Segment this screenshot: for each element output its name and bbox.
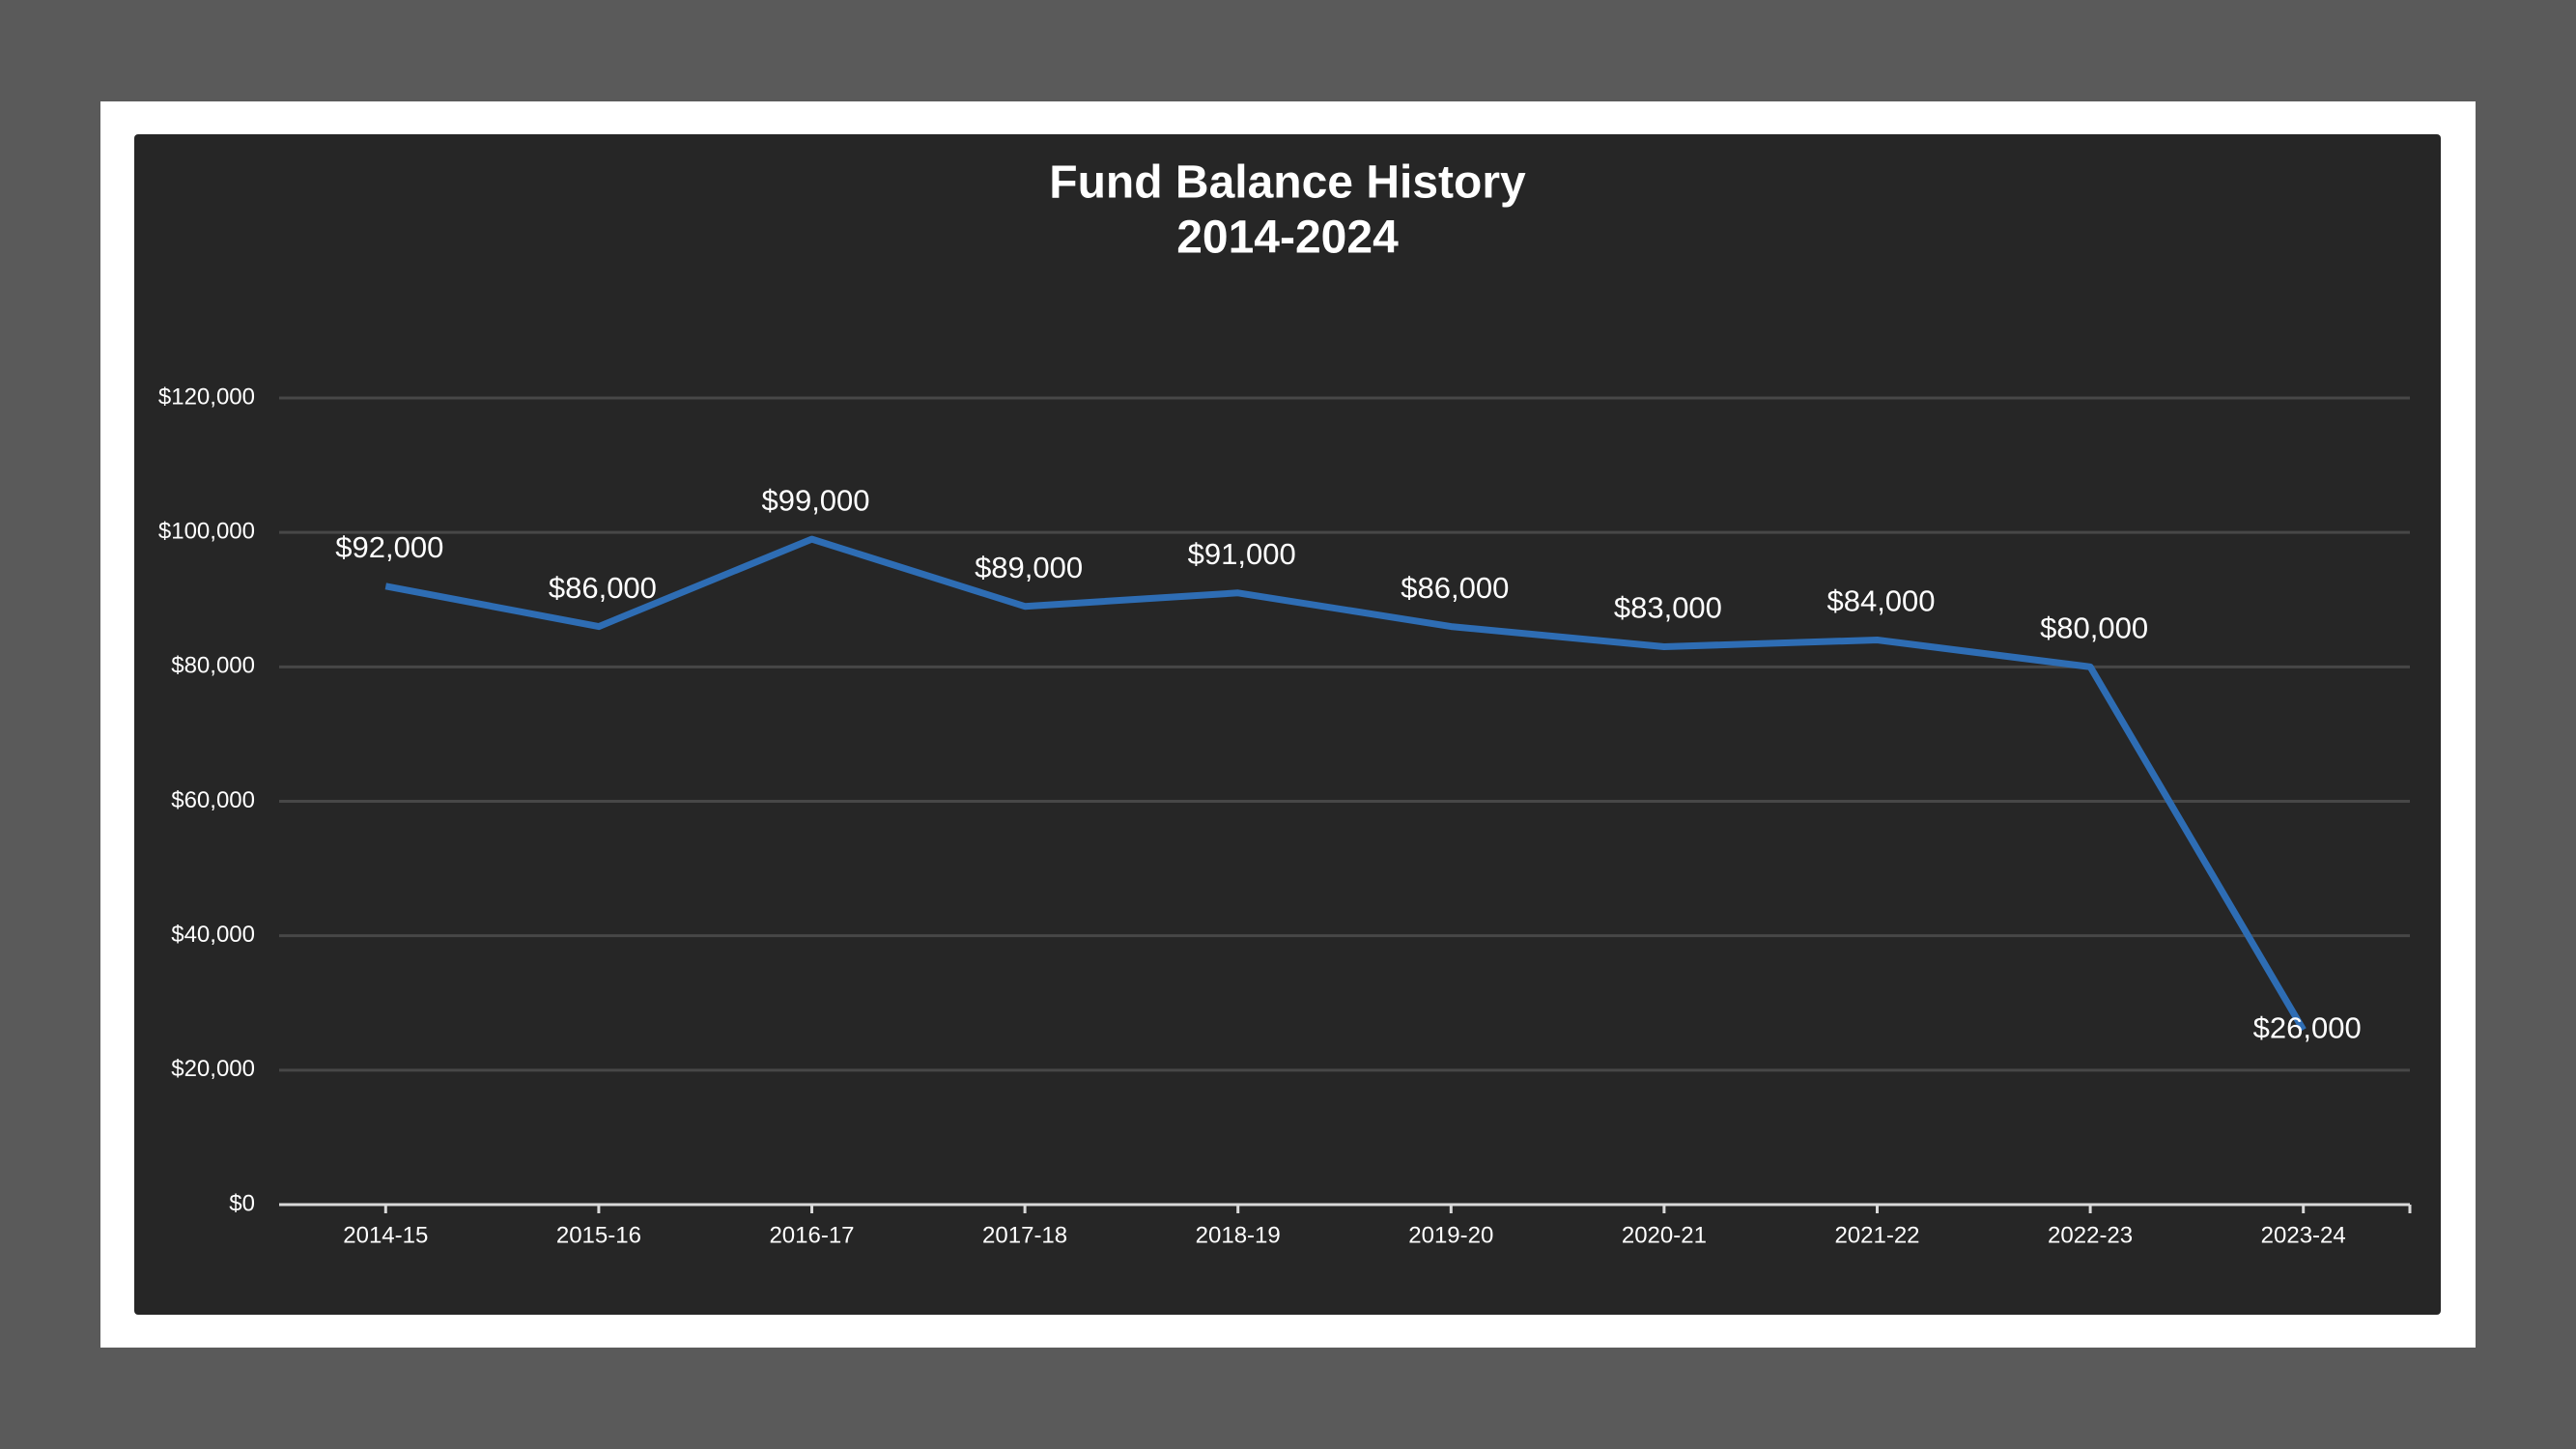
data-label: $99,000 [761, 483, 869, 517]
data-label: $92,000 [335, 530, 443, 564]
x-tick-label: 2021-22 [1834, 1222, 1919, 1248]
chart-title: Fund Balance History [1049, 157, 1526, 209]
data-label: $89,000 [975, 551, 1083, 584]
y-tick-label: $0 [229, 1190, 255, 1216]
data-label: $86,000 [549, 571, 657, 605]
data-label: $86,000 [1401, 571, 1509, 605]
x-tick-label: 2022-23 [2048, 1222, 2133, 1248]
plot-background [134, 134, 2441, 1315]
data-label: $84,000 [1826, 584, 1935, 618]
y-tick-label: $60,000 [171, 787, 255, 813]
y-tick-label: $80,000 [171, 653, 255, 679]
y-tick-label: $40,000 [171, 922, 255, 948]
x-tick-label: 2018-19 [1196, 1222, 1281, 1248]
data-label: $26,000 [2253, 1010, 2362, 1044]
data-label: $91,000 [1188, 537, 1296, 571]
chart-subtitle: 2014-2024 [1176, 213, 1399, 264]
x-tick-label: 2019-20 [1408, 1222, 1493, 1248]
x-tick-label: 2020-21 [1622, 1222, 1707, 1248]
x-tick-label: 2015-16 [556, 1222, 641, 1248]
x-tick-label: 2014-15 [343, 1222, 428, 1248]
series-line [384, 535, 2307, 1032]
x-tick-label: 2023-24 [2261, 1222, 2346, 1248]
y-tick-label: $20,000 [171, 1056, 255, 1082]
y-tick-label: $100,000 [158, 519, 255, 545]
data-label: $80,000 [2040, 611, 2148, 645]
x-tick-label: 2016-17 [769, 1222, 854, 1248]
x-tick-label: 2017-18 [982, 1222, 1067, 1248]
y-tick-label: $120,000 [158, 384, 255, 410]
data-label: $83,000 [1614, 591, 1722, 625]
